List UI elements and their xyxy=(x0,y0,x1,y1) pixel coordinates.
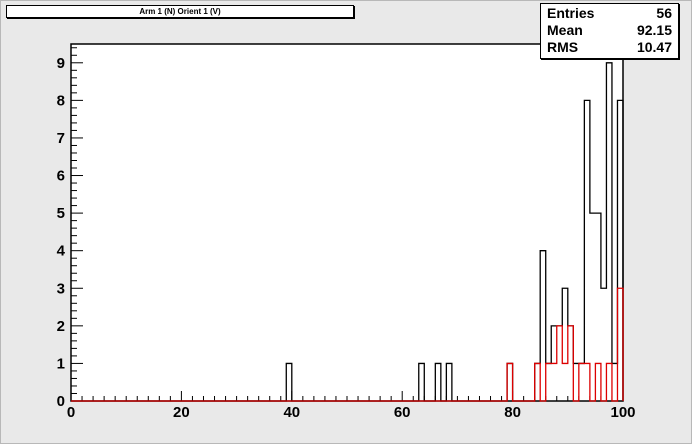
x-tick-label: 100 xyxy=(610,404,635,421)
histogram-series xyxy=(71,62,624,402)
histogram-series-2 xyxy=(71,287,624,402)
stat-value: 56 xyxy=(656,5,672,21)
y-tick-label: 5 xyxy=(57,205,65,222)
stat-row-rms: RMS 10.47 xyxy=(547,39,672,56)
stat-label: Mean xyxy=(547,22,583,38)
stat-label: RMS xyxy=(547,39,579,55)
plot-frame xyxy=(70,43,624,402)
axis-ticks xyxy=(70,47,624,402)
tick-labels: 0 20 40 60 80 100 0 1 2 3 4 5 6 7 8 9 xyxy=(57,55,636,421)
histogram-title: Arm 1 (N) Orient 1 (V) xyxy=(6,5,354,18)
y-tick-label: 6 xyxy=(57,168,65,185)
x-tick-label: 0 xyxy=(67,404,75,421)
y-tick-label: 2 xyxy=(57,318,65,335)
x-tick-label: 60 xyxy=(394,404,411,421)
y-tick-label: 3 xyxy=(57,280,65,297)
stat-row-mean: Mean 92.15 xyxy=(547,22,672,39)
x-tick-label: 40 xyxy=(283,404,300,421)
y-tick-label: 0 xyxy=(57,393,65,410)
stat-value: 10.47 xyxy=(636,39,672,55)
y-tick-label: 8 xyxy=(57,92,65,109)
stat-value: 92.15 xyxy=(636,22,672,38)
stats-box: Entries 56 Mean 92.15 RMS 10.47 xyxy=(540,3,679,59)
y-tick-label: 1 xyxy=(57,355,65,372)
x-tick-label: 20 xyxy=(173,404,190,421)
y-tick-label: 7 xyxy=(57,130,65,147)
stat-label: Entries xyxy=(547,5,595,21)
y-tick-label: 4 xyxy=(57,243,66,260)
stat-row-entries: Entries 56 xyxy=(547,5,672,22)
y-tick-label: 9 xyxy=(57,55,65,72)
x-tick-label: 80 xyxy=(504,404,521,421)
